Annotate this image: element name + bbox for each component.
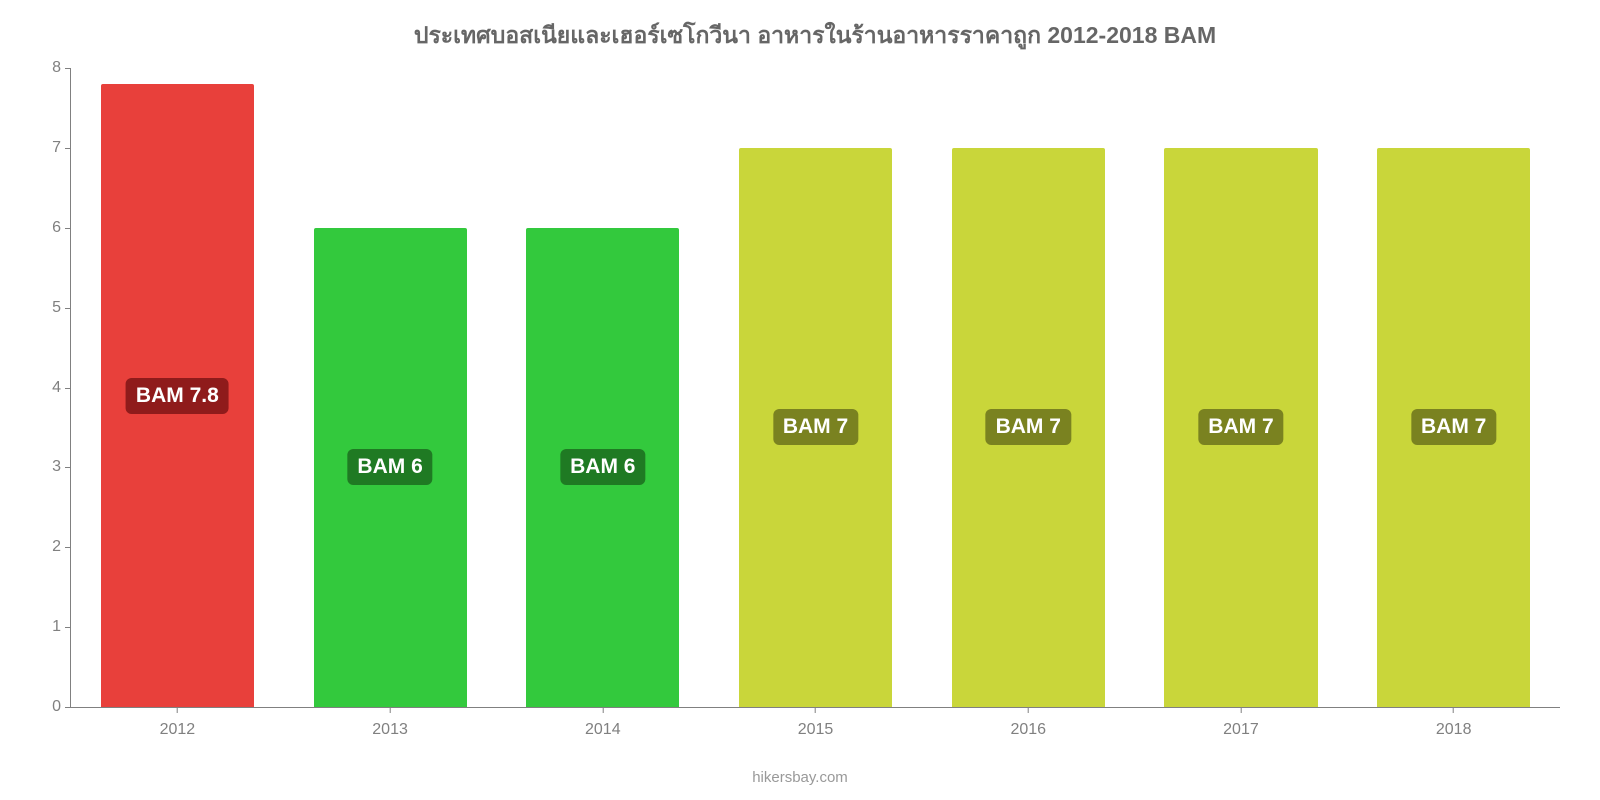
y-tick: 2 [21,538,61,556]
chart-title: ประเทศบอสเนียและเฮอร์เซโกวีนา อาหารในร้า… [70,18,1560,54]
y-tick: 4 [21,379,61,397]
bar: BAM 7 [739,148,892,707]
bar: BAM 6 [526,228,679,707]
bar-slot: BAM 7.82012 [71,68,284,707]
x-tick: 2016 [1010,721,1046,739]
y-tick: 5 [21,299,61,317]
bar-value-label: BAM 7 [986,409,1071,445]
y-tick: 7 [21,139,61,157]
y-tick: 6 [21,219,61,237]
bar-slot: BAM 72015 [709,68,922,707]
bar-value-label: BAM 6 [347,449,432,485]
bar-slot: BAM 72017 [1135,68,1348,707]
y-tick: 8 [21,59,61,77]
plot-area: BAM 7.82012BAM 62013BAM 62014BAM 72015BA… [70,68,1560,708]
bar-value-label: BAM 7.8 [126,378,229,414]
bar: BAM 7 [1377,148,1530,707]
x-tick: 2017 [1223,721,1259,739]
x-tick: 2012 [160,721,196,739]
bar-slot: BAM 72016 [922,68,1135,707]
x-tick: 2014 [585,721,621,739]
bar: BAM 7.8 [101,84,254,707]
chart-container: ประเทศบอสเนียและเฮอร์เซโกวีนา อาหารในร้า… [0,0,1600,800]
y-tick: 1 [21,618,61,636]
bar: BAM 6 [314,228,467,707]
x-tick: 2015 [798,721,834,739]
bars-group: BAM 7.82012BAM 62013BAM 62014BAM 72015BA… [71,68,1560,707]
x-tick: 2013 [372,721,408,739]
bar-value-label: BAM 7 [1198,409,1283,445]
bar-value-label: BAM 7 [1411,409,1496,445]
bar-value-label: BAM 7 [773,409,858,445]
bar-slot: BAM 72018 [1347,68,1560,707]
bar: BAM 7 [952,148,1105,707]
bar-value-label: BAM 6 [560,449,645,485]
attribution-text: hikersbay.com [752,769,848,786]
bar-slot: BAM 62014 [496,68,709,707]
y-tick: 0 [21,698,61,716]
bar: BAM 7 [1164,148,1317,707]
y-tick: 3 [21,458,61,476]
x-tick: 2018 [1436,721,1472,739]
bar-slot: BAM 62013 [284,68,497,707]
